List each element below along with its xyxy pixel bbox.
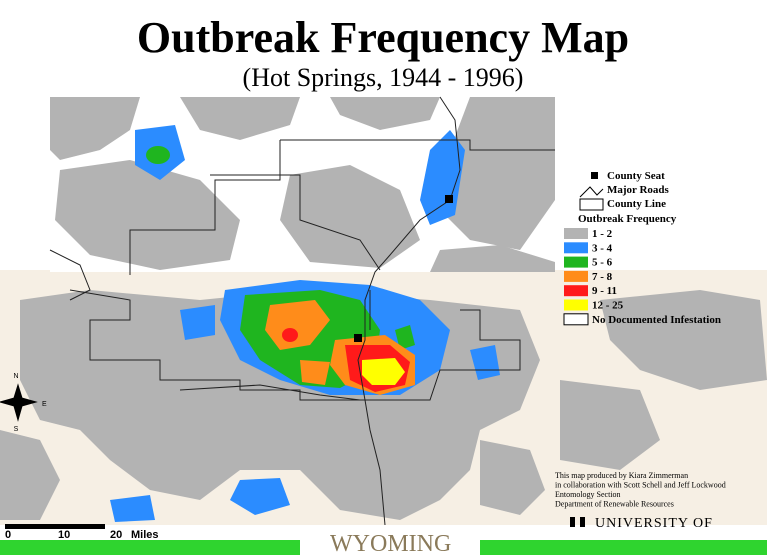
credit-line: This map produced by Kiara Zimmerman xyxy=(555,471,688,480)
legend-label: 12 - 25 xyxy=(592,300,624,312)
scale-bar: 0 10 20 Miles xyxy=(5,524,159,541)
legend-swatch xyxy=(563,313,589,326)
legend-label: County Line xyxy=(607,198,666,210)
legend-county-icon xyxy=(579,198,604,211)
major-roads xyxy=(49,96,461,526)
legend-swatch xyxy=(564,270,588,282)
scale-tick: 0 xyxy=(5,529,11,541)
logo-band xyxy=(300,528,480,555)
title: Outbreak Frequency Map xyxy=(137,13,629,62)
compass-south: S xyxy=(14,426,19,433)
frequency-1-2 xyxy=(0,97,767,520)
compass-north: N xyxy=(13,373,18,380)
university-name: UNIVERSITY OF xyxy=(595,516,713,531)
credit-line: Entomology Section xyxy=(555,490,621,499)
frequency-12-25 xyxy=(362,358,405,385)
scale-unit: Miles xyxy=(131,529,159,541)
legend-label: 1 - 2 xyxy=(592,228,613,240)
legend-label: No Documented Infestation xyxy=(592,314,721,326)
subtitle: (Hot Springs, 1944 - 1996) xyxy=(243,63,524,92)
compass: N E S xyxy=(0,373,47,433)
legend-label: Major Roads xyxy=(607,184,670,196)
legend-county-seat-icon xyxy=(591,172,598,179)
legend-label: 7 - 8 xyxy=(592,271,613,283)
scale-tick: 10 xyxy=(58,529,70,541)
county-seats xyxy=(354,195,453,342)
legend-heading: Outbreak Frequency xyxy=(578,213,677,225)
compass-east: E xyxy=(42,401,47,408)
scale-tick: 20 xyxy=(110,529,122,541)
state-name: WYOMING xyxy=(330,531,451,555)
legend-swatch xyxy=(564,285,588,297)
legend: County Seat Major Roads County Line Outb… xyxy=(563,170,721,326)
legend-label: 5 - 6 xyxy=(592,257,613,269)
legend-label: 9 - 11 xyxy=(592,285,617,297)
legend-label: 3 - 4 xyxy=(592,242,613,254)
legend-swatch xyxy=(564,299,588,311)
legend-swatch xyxy=(564,242,588,254)
legend-road-icon xyxy=(579,186,604,198)
legend-classes: 1 - 2 3 - 4 5 - 6 7 - 8 9 - 11 12 - 25 No Docu… xyxy=(563,228,721,326)
credit-line: Department of Renewable Resources xyxy=(555,500,674,509)
legend-swatch xyxy=(564,256,588,268)
credit-line: in collaboration with Scott Schell and J… xyxy=(555,481,726,490)
legend-label: County Seat xyxy=(607,170,665,182)
legend-swatch xyxy=(564,228,588,239)
university-logo: UNIVERSITY OF WYOMING xyxy=(330,516,713,555)
